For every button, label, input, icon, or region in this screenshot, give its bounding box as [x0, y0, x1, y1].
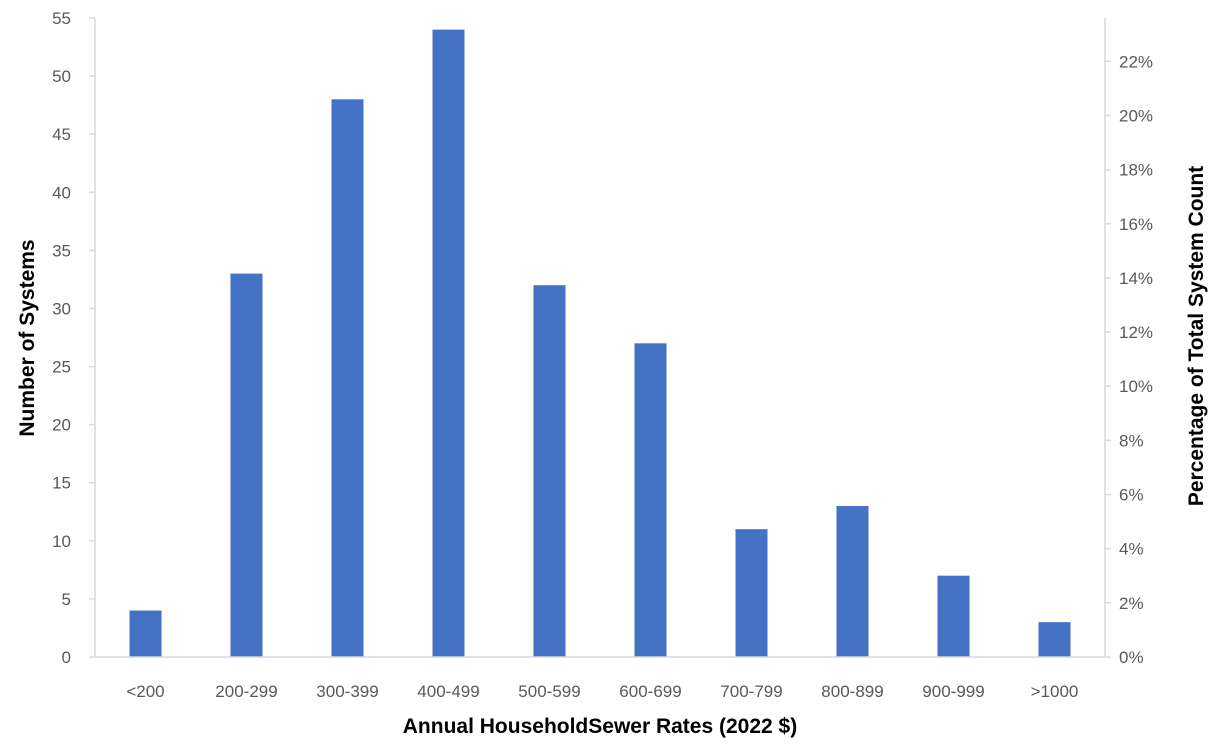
- x-tick-label: 700-799: [720, 682, 782, 701]
- y-tick-label: 5: [62, 590, 71, 609]
- y-tick-label: 30: [52, 299, 71, 318]
- y-axis-title: Number of Systems: [16, 239, 39, 436]
- x-tick-label: 800-899: [821, 682, 883, 701]
- bar: [735, 529, 768, 657]
- bar: [937, 575, 970, 657]
- bar: [129, 610, 162, 657]
- y-tick-label: 0: [62, 648, 71, 667]
- y-tick-label: 20: [52, 416, 71, 435]
- y2-tick-label: 10%: [1119, 377, 1153, 396]
- bar: [533, 285, 566, 657]
- bar: [634, 343, 667, 657]
- x-tick-label: 300-399: [316, 682, 378, 701]
- y-tick-label: 25: [52, 358, 71, 377]
- bar: [836, 505, 869, 657]
- y2-axis-title: Percentage of Total System Count: [1185, 166, 1208, 506]
- bars: [129, 29, 1071, 658]
- y2-tick-label: 6%: [1119, 486, 1144, 505]
- x-tick-label: 200-299: [215, 682, 277, 701]
- right-axis-ticks: 0% 2% 4% 6% 8% 10% 12% 14% 16% 18% 20% 22%: [1105, 52, 1153, 667]
- y-tick-label: 15: [52, 474, 71, 493]
- bar: [1038, 622, 1071, 657]
- y-tick-label: 10: [52, 532, 71, 551]
- x-axis-title: Annual HouseholdSewer Rates (2022 $): [403, 715, 797, 738]
- x-axis-ticks: <200 200-299 300-399 400-499 500-599 600-699 7…: [126, 682, 1078, 701]
- left-axis-ticks: 0 5 10 15 20 25 30 35 40 45 50 55: [52, 9, 95, 667]
- x-tick-label: 400-499: [417, 682, 479, 701]
- y-tick-label: 45: [52, 125, 71, 144]
- bar: [331, 99, 364, 657]
- y2-tick-label: 8%: [1119, 431, 1144, 450]
- axes: [94, 18, 1106, 658]
- y2-tick-label: 22%: [1119, 52, 1153, 71]
- x-tick-label: 500-599: [518, 682, 580, 701]
- y2-tick-label: 4%: [1119, 540, 1144, 559]
- x-tick-label: >1000: [1031, 682, 1079, 701]
- x-tick-label: 900-999: [922, 682, 984, 701]
- y-tick-label: 35: [52, 241, 71, 260]
- y2-tick-label: 0%: [1119, 648, 1144, 667]
- x-tick-label: 600-699: [619, 682, 681, 701]
- bar: [432, 29, 465, 658]
- y2-tick-label: 18%: [1119, 161, 1153, 180]
- y2-tick-label: 12%: [1119, 323, 1153, 342]
- x-tick-label: <200: [126, 682, 164, 701]
- y-tick-label: 40: [52, 183, 71, 202]
- y2-tick-label: 2%: [1119, 594, 1144, 613]
- y-tick-label: 55: [52, 9, 71, 28]
- y2-tick-label: 20%: [1119, 106, 1153, 125]
- bar: [230, 273, 263, 657]
- y-tick-label: 50: [52, 67, 71, 86]
- y2-tick-label: 16%: [1119, 215, 1153, 234]
- y2-tick-label: 14%: [1119, 269, 1153, 288]
